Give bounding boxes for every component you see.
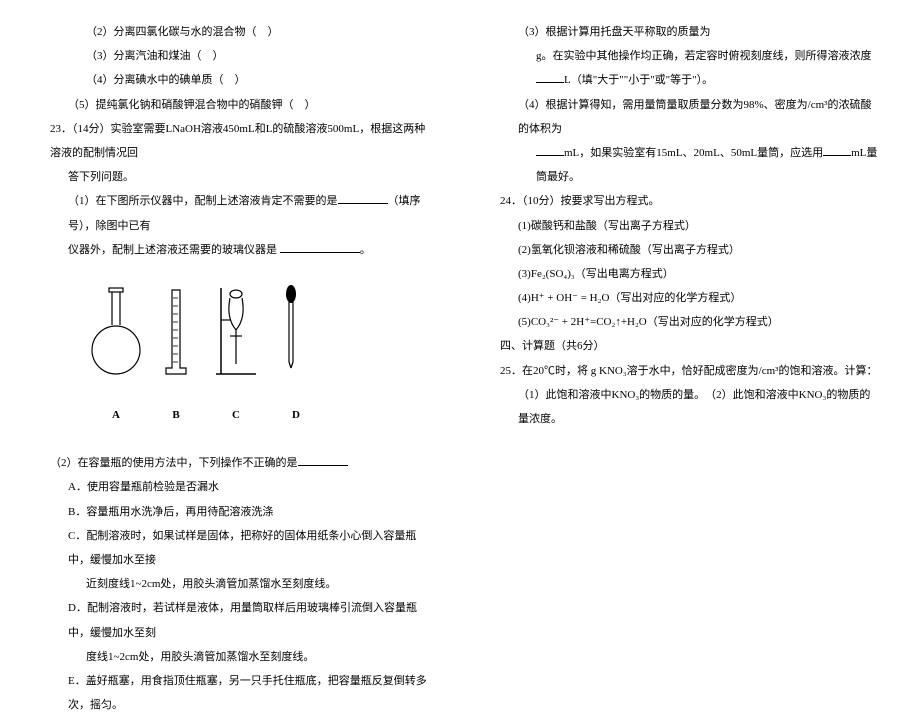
blank-6 (823, 144, 851, 156)
figure-labels: A B C D (86, 403, 326, 427)
q25: 25．在20℃时，将 g KNO₃溶于水中，恰好配成密度为/cm³的饱和溶液。计… (500, 359, 880, 383)
label-b: B (146, 403, 206, 427)
q24-4: (4)H⁺ + OH⁻ = H₂O（写出对应的化学方程式） (500, 286, 880, 310)
q22-4: （4）分离碘水中的碘单质（ ） (50, 68, 430, 92)
label-d: D (266, 403, 326, 427)
apparatus-figure (86, 270, 326, 390)
q23-2: （2）在容量瓶的使用方法中，下列操作不正确的是 (50, 451, 430, 475)
spacer (50, 427, 430, 451)
opt-d1: D．配制溶液时，若试样是液体，用量筒取样后用玻璃棒引流倒入容量瓶中，缓慢加水至刻 (50, 596, 430, 644)
flask-icon (92, 288, 140, 374)
section-4: 四、计算题（共6分） (500, 334, 880, 358)
blank-5 (536, 144, 564, 156)
q24-5: (5)CO₃²⁻ + 2H⁺=CO₂↑+H₂O（写出对应的化学方程式） (500, 310, 880, 334)
funnel-icon (216, 288, 256, 374)
blank-1 (338, 192, 388, 204)
cylinder-icon (166, 290, 186, 374)
q23-4b: mL，如果实验室有15mL、20mL、50mL量筒，应选用mL量筒最好。 (500, 141, 880, 189)
opt-b: B．容量瓶用水洗净后，再用待配溶液洗涤 (50, 500, 430, 524)
q24-3: (3)Fe₂(SO₄)₃（写出电离方程式） (500, 262, 880, 286)
right-column: （3）根据计算用托盘天平称取的质量为 g。在实验中其他操作均正确，若定容时俯视刻… (460, 0, 920, 650)
q23-1-line1: （1）在下图所示仪器中，配制上述溶液肯定不需要的是（填序号），除图中已有 (50, 189, 430, 237)
blank-4 (536, 71, 564, 83)
q23-1-line2: 仪器外，配制上述溶液还需要的玻璃仪器是 。 (50, 238, 430, 262)
q23-4b-text: mL，如果实验室有15mL、20mL、50mL量筒，应选用 (564, 147, 823, 159)
left-column: （2）分离四氯化碳与水的混合物（ ） （3）分离汽油和煤油（ ） （4）分离碘水… (0, 0, 460, 650)
label-a: A (86, 403, 146, 427)
label-c: C (206, 403, 266, 427)
dropper-icon (286, 285, 296, 368)
q23-4a: （4）根据计算得知，需用量筒量取质量分数为98%、密度为/cm³的浓硫酸的体积为 (500, 93, 880, 141)
q23-2-text: （2）在容量瓶的使用方法中，下列操作不正确的是 (50, 457, 298, 469)
q22-5: （5）提纯氯化钠和硝酸钾混合物中的硝酸钾（ ） (50, 93, 430, 117)
opt-c2: 近刻度线1~2cm处，用胶头滴管加蒸馏水至刻度线。 (50, 572, 430, 596)
exam-page: （2）分离四氯化碳与水的混合物（ ） （3）分离汽油和煤油（ ） （4）分离碘水… (0, 0, 920, 650)
q25-1: （1）此饱和溶液中KNO₃的物质的量。 （2）此饱和溶液中KNO₃的物质的量浓度… (500, 383, 880, 431)
blank-3 (298, 454, 348, 466)
q24-2: (2)氢氧化钡溶液和稀硫酸（写出离子方程式） (500, 238, 880, 262)
q23-stem-a: 23．（14分）实验室需要LNaOH溶液450mL和L的硫酸溶液500mL，根据… (50, 117, 430, 165)
opt-c1: C．配制溶液时，如果试样是固体，把称好的固体用纸条小心倒入容量瓶中，缓慢加水至接 (50, 524, 430, 572)
q23-stem-b: 答下列问题。 (50, 165, 430, 189)
q22-2: （2）分离四氯化碳与水的混合物（ ） (50, 20, 430, 44)
q23-3c-text: L（填"大于""小于"或"等于"）。 (564, 74, 713, 86)
q23-1-text-a: （1）在下图所示仪器中，配制上述溶液肯定不需要的是 (68, 195, 338, 207)
q24: 24．（10分）按要求写出方程式。 (500, 189, 880, 213)
q23-3a: （3）根据计算用托盘天平称取的质量为 (500, 20, 880, 44)
q23-3b: g。在实验中其他操作均正确，若定容时俯视刻度线，则所得溶液浓度 (500, 44, 880, 68)
q22-3: （3）分离汽油和煤油（ ） (50, 44, 430, 68)
blank-2 (280, 241, 360, 253)
opt-a: A．使用容量瓶前检验是否漏水 (50, 475, 430, 499)
opt-d2: 度线1~2cm处，用胶头滴管加蒸馏水至刻度线。 (50, 645, 430, 669)
q23-3c: L（填"大于""小于"或"等于"）。 (500, 68, 880, 92)
opt-e: E．盖好瓶塞，用食指顶住瓶塞，另一只手托住瓶底，把容量瓶反复倒转多次，摇匀。 (50, 669, 430, 717)
q23-1-text-c: 仪器外，配制上述溶液还需要的玻璃仪器是 (68, 244, 277, 256)
q24-1: (1)碳酸钙和盐酸（写出离子方程式） (500, 214, 880, 238)
